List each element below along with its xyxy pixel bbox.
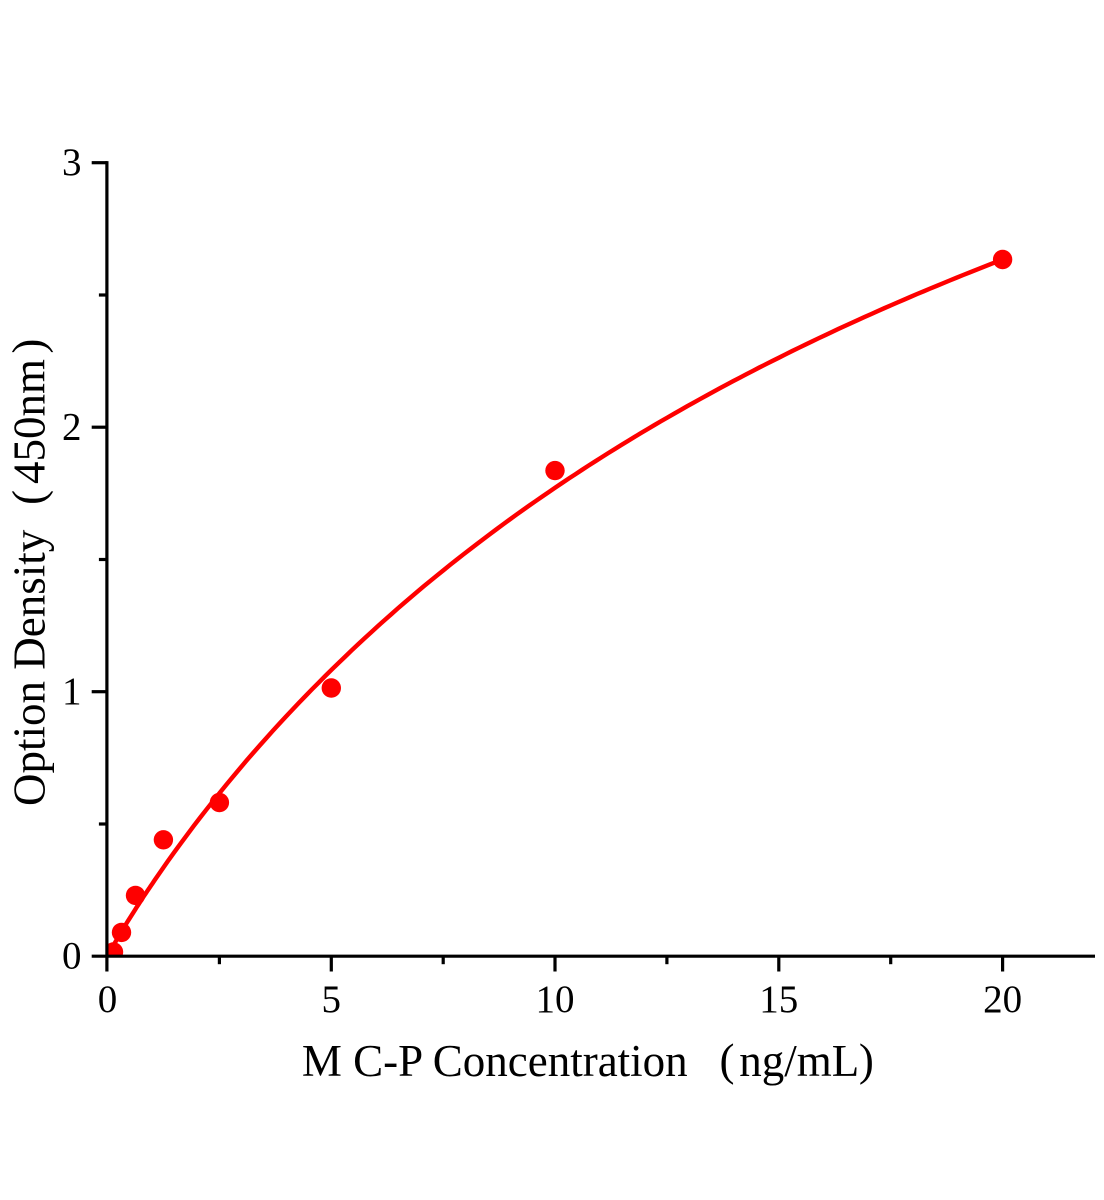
svg-text:): ) [4,339,54,354]
svg-text:1: 1 [62,670,82,713]
svg-text:(: ( [720,1035,735,1085]
svg-text:0: 0 [62,934,82,977]
svg-text:450nm: 450nm [5,359,55,484]
svg-text:Option Density: Option Density [5,529,55,806]
svg-text:2: 2 [62,405,82,448]
svg-text:(: ( [4,490,54,505]
svg-text:0: 0 [98,978,118,1021]
svg-text:10: 10 [536,978,575,1021]
svg-text:): ) [859,1035,874,1085]
svg-text:15: 15 [759,978,798,1021]
svg-text:5: 5 [322,978,342,1021]
svg-text:20: 20 [983,978,1022,1021]
svg-text:ng/mL: ng/mL [739,1036,859,1086]
svg-text:M C-P Concentration: M C-P Concentration [302,1036,688,1086]
svg-text:3: 3 [62,141,82,184]
